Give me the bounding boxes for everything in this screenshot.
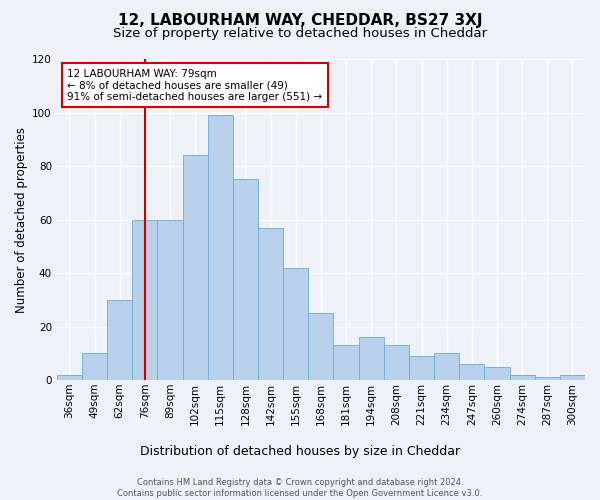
Bar	[182, 156, 208, 380]
Bar	[459, 364, 484, 380]
Bar	[560, 374, 585, 380]
Bar	[384, 346, 409, 380]
Bar	[434, 354, 459, 380]
Bar	[57, 374, 82, 380]
Bar	[283, 268, 308, 380]
Bar	[308, 313, 334, 380]
Text: Distribution of detached houses by size in Cheddar: Distribution of detached houses by size …	[140, 444, 460, 458]
Text: 12 LABOURHAM WAY: 79sqm
← 8% of detached houses are smaller (49)
91% of semi-det: 12 LABOURHAM WAY: 79sqm ← 8% of detached…	[67, 68, 322, 102]
Bar	[233, 180, 258, 380]
Bar	[107, 300, 132, 380]
Bar	[258, 228, 283, 380]
Bar	[334, 346, 359, 380]
Bar	[82, 354, 107, 380]
Bar	[409, 356, 434, 380]
Bar	[208, 115, 233, 380]
Text: Size of property relative to detached houses in Cheddar: Size of property relative to detached ho…	[113, 28, 487, 40]
Y-axis label: Number of detached properties: Number of detached properties	[15, 126, 28, 312]
Text: Contains HM Land Registry data © Crown copyright and database right 2024.
Contai: Contains HM Land Registry data © Crown c…	[118, 478, 482, 498]
Bar	[132, 220, 157, 380]
Bar	[157, 220, 182, 380]
Bar	[359, 338, 384, 380]
Text: 12, LABOURHAM WAY, CHEDDAR, BS27 3XJ: 12, LABOURHAM WAY, CHEDDAR, BS27 3XJ	[118, 12, 482, 28]
Bar	[509, 374, 535, 380]
Bar	[484, 366, 509, 380]
Bar	[535, 378, 560, 380]
